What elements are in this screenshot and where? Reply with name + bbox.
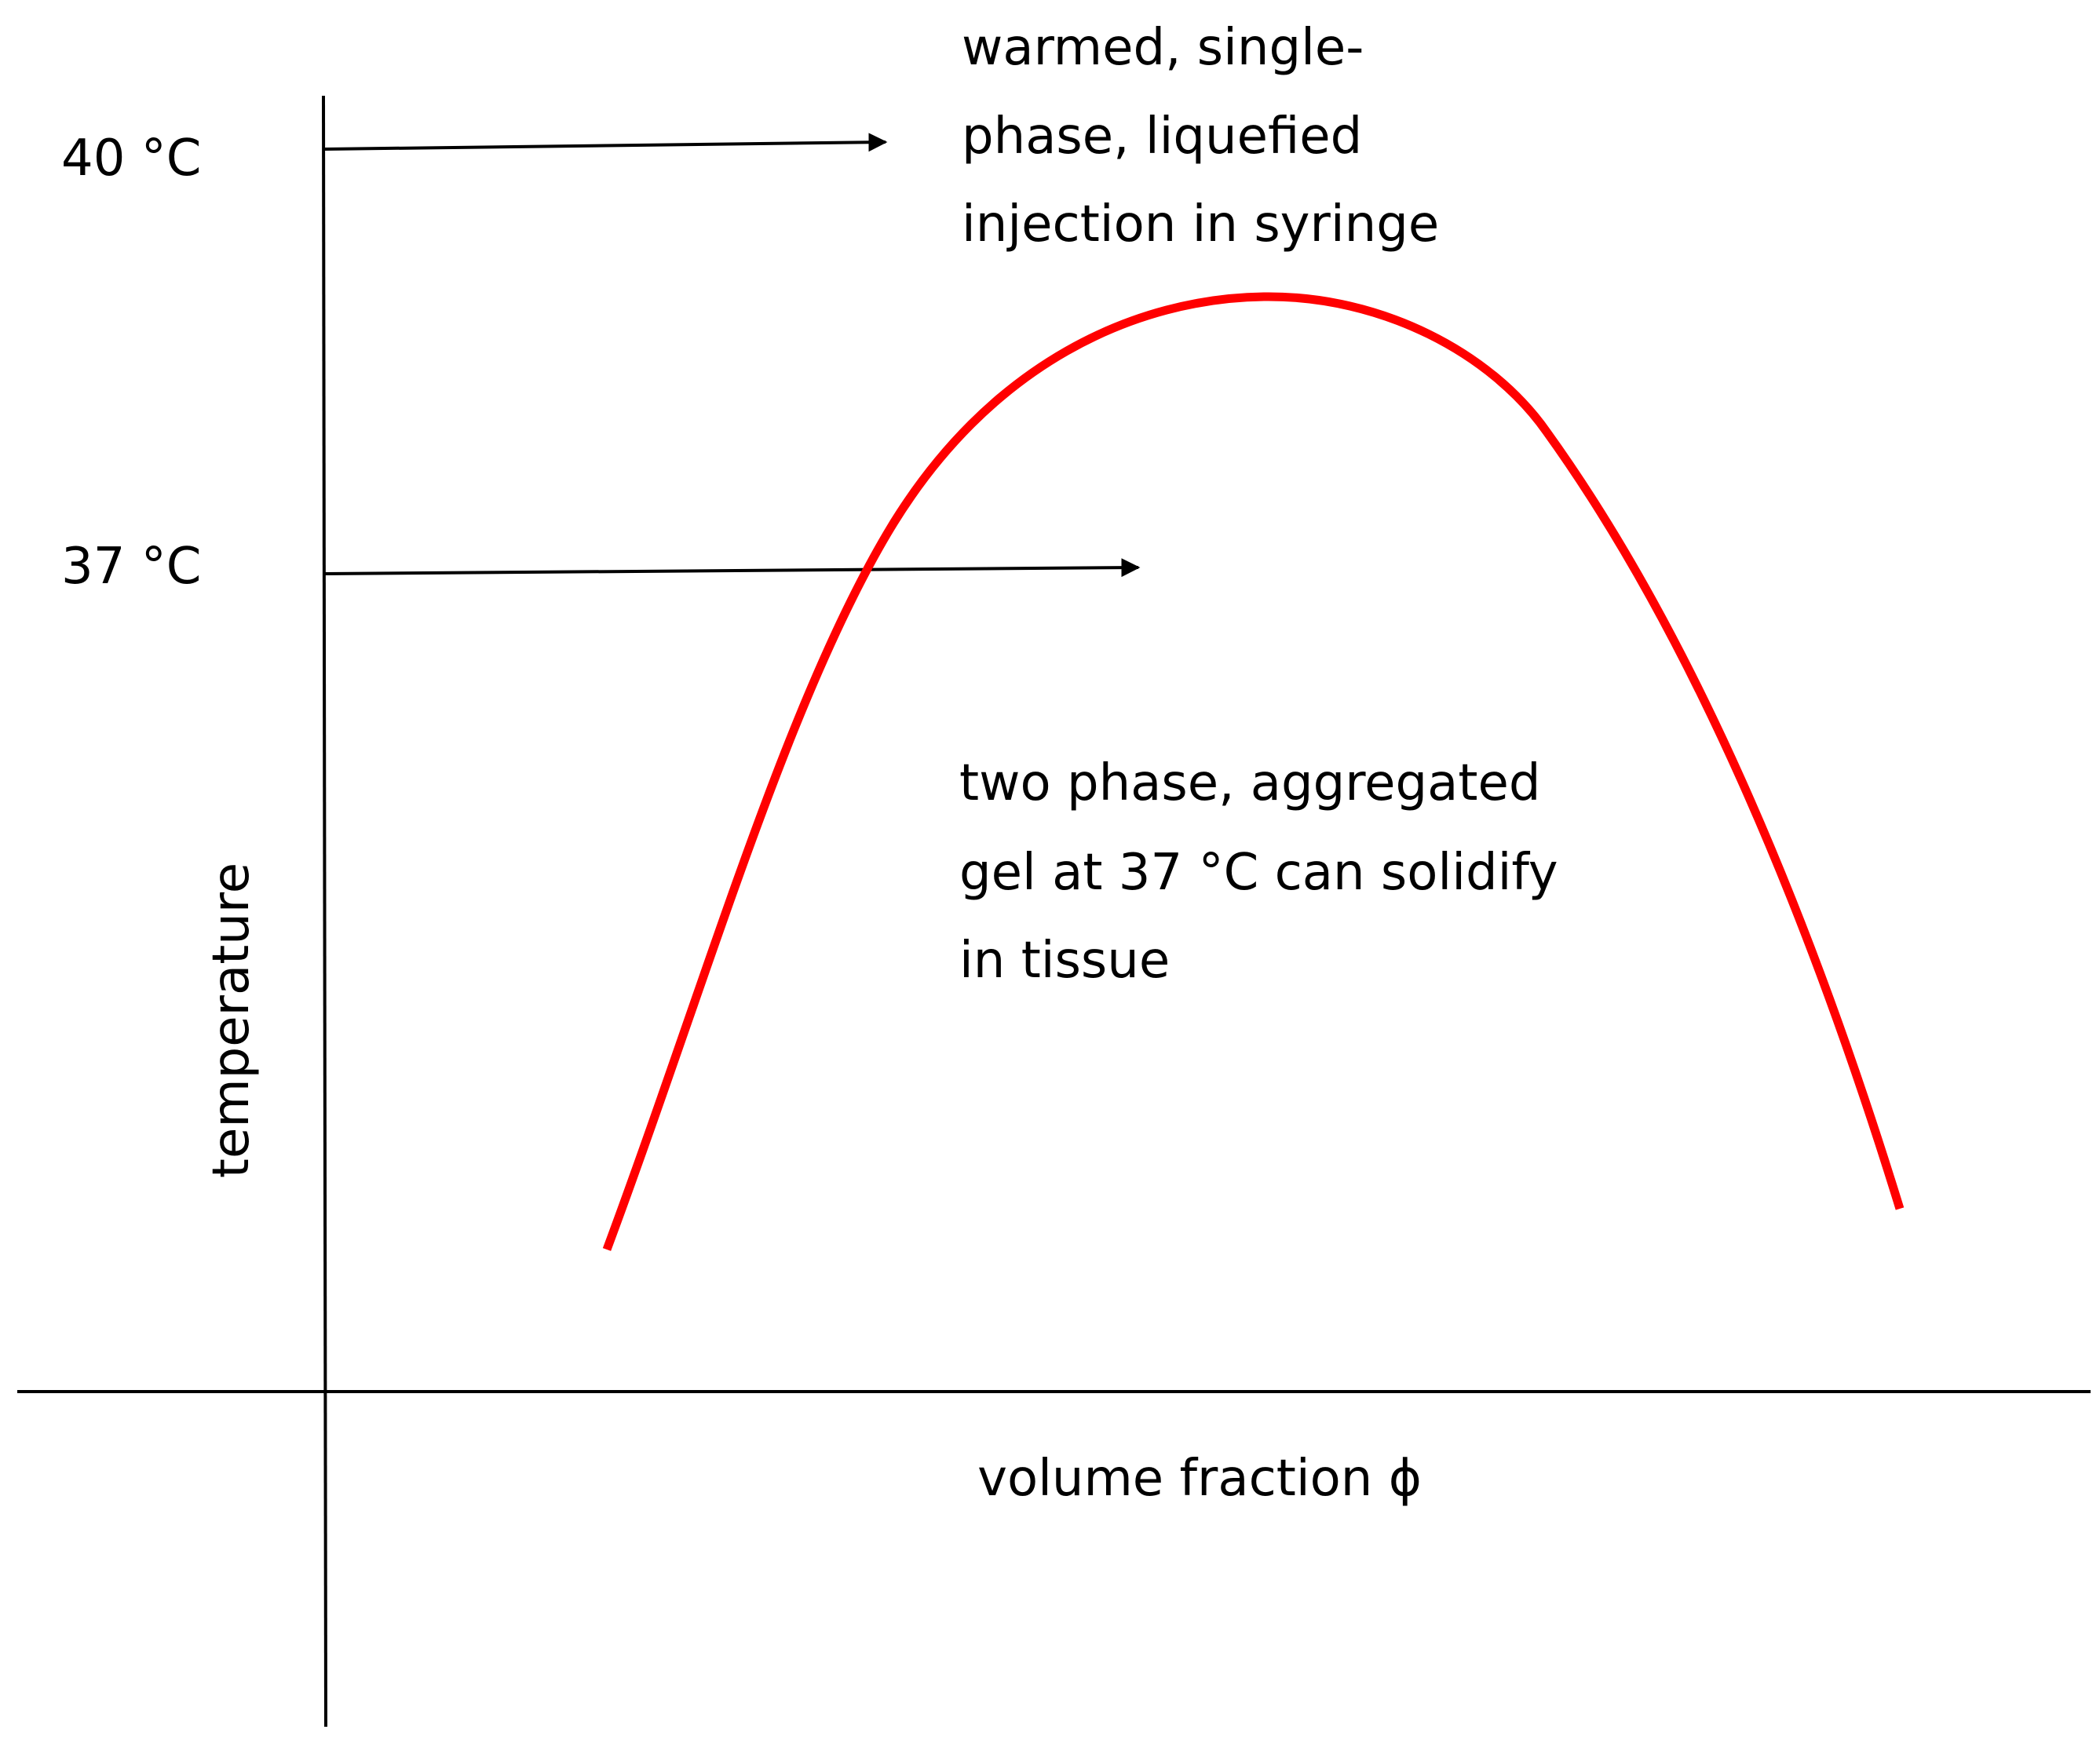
annotation-top-line-2: phase, liquefied bbox=[962, 108, 1362, 166]
annotation-inner-line-1: two phase, aggregated bbox=[959, 754, 1540, 812]
annotation-top: warmed, single- phase, liquefied injecti… bbox=[962, 19, 1439, 254]
tick-label-40c: 40 °C bbox=[61, 130, 201, 188]
tick-label-37c: 37 °C bbox=[61, 538, 201, 596]
y-axis-label: temperature bbox=[203, 863, 261, 1178]
annotation-inner-line-2: gel at 37 °C can solidify bbox=[959, 844, 1558, 902]
phase-boundary-curve bbox=[602, 292, 1905, 1251]
y-axis bbox=[322, 95, 327, 1728]
x-axis-label: volume fraction ϕ bbox=[977, 1450, 1422, 1508]
arrow-40c bbox=[324, 133, 888, 152]
annotation-inner-line-3: in tissue bbox=[959, 932, 1170, 990]
annotation-inner: two phase, aggregated gel at 37 °C can s… bbox=[959, 754, 1574, 990]
arrow-37c bbox=[324, 558, 1141, 578]
annotation-top-line-1: warmed, single- bbox=[962, 19, 1364, 77]
annotation-top-line-3: injection in syringe bbox=[962, 195, 1439, 254]
